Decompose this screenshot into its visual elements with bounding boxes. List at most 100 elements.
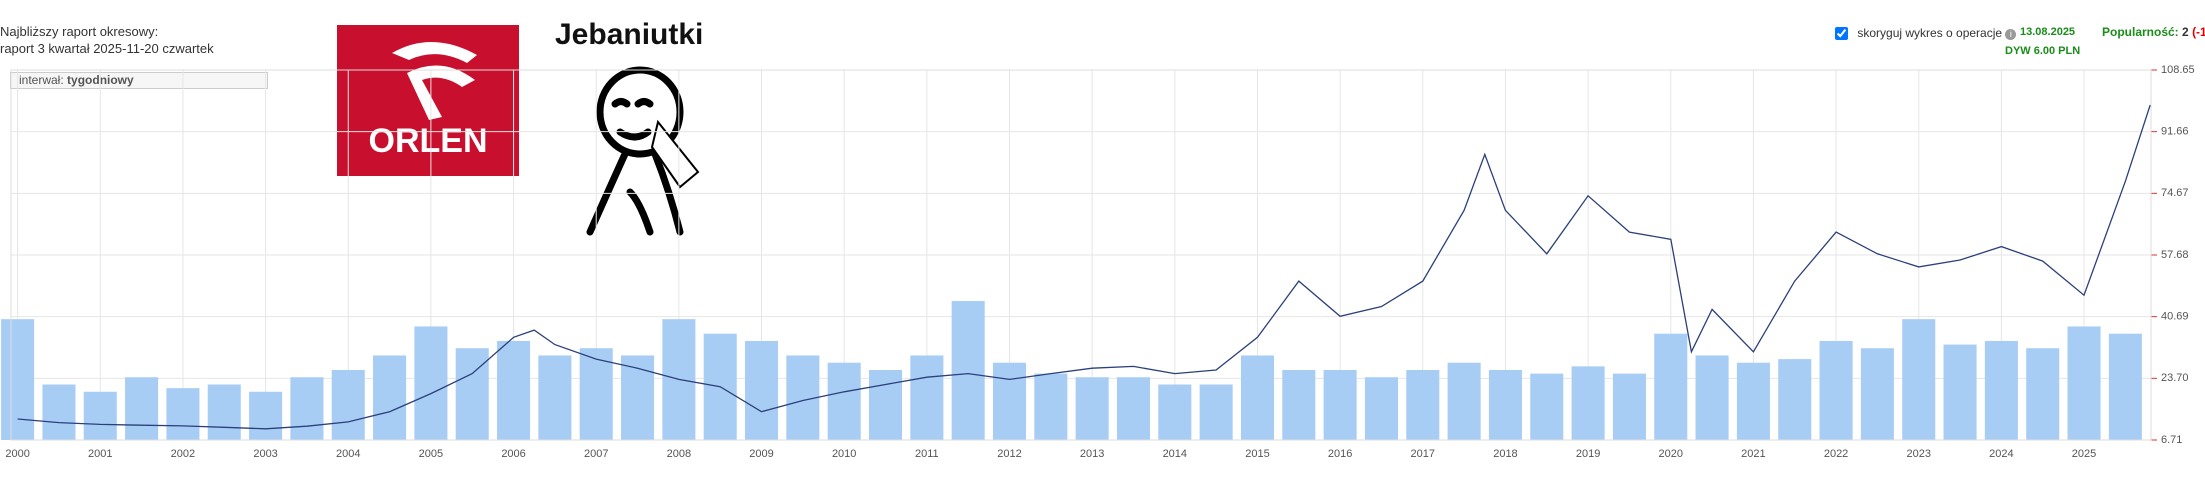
volume-bar <box>290 377 324 440</box>
volume-bar <box>1447 362 1481 440</box>
x-tick-label: 2023 <box>1906 448 1930 460</box>
volume-bar <box>497 340 531 440</box>
volume-bar <box>1034 373 1068 440</box>
x-tick-label: 2000 <box>5 448 29 460</box>
volume-bar <box>249 391 283 440</box>
volume-bar <box>166 388 200 440</box>
volume-bar <box>1860 348 1894 440</box>
x-tick-label: 2007 <box>584 448 608 460</box>
adjust-option[interactable]: skoryguj wykres o operacje i <box>1835 26 2017 41</box>
x-tick-label: 2003 <box>253 448 277 460</box>
x-tick-label: 2010 <box>832 448 856 460</box>
volume-bar <box>1695 355 1729 440</box>
meme-figure <box>586 66 700 236</box>
volume-bar <box>1199 384 1233 440</box>
x-tick-label: 2025 <box>2072 448 2096 460</box>
volume-bar <box>621 355 655 440</box>
volume-bar <box>414 326 448 440</box>
x-tick-label: 2018 <box>1493 448 1517 460</box>
report-value: raport 3 kwartał 2025-11-20 czwartek <box>0 41 214 56</box>
volume-bar <box>207 384 241 440</box>
volume-bar <box>703 333 737 440</box>
x-tick-label: 2002 <box>171 448 195 460</box>
x-tick-label: 2009 <box>749 448 773 460</box>
volume-bar <box>1530 373 1564 440</box>
y-tick-label: 91.66 <box>2161 126 2189 138</box>
adjust-checkbox[interactable] <box>1835 27 1848 41</box>
x-tick-label: 2008 <box>667 448 691 460</box>
volume-bar <box>992 362 1027 440</box>
dividend-date: 13.08.2025 <box>2020 26 2076 38</box>
meme-title: Jebaniutki <box>555 18 704 51</box>
volume-bar <box>125 377 159 440</box>
volume-bar <box>1654 333 1688 440</box>
y-tick-label: 40.69 <box>2161 311 2189 323</box>
x-tick-label: 2021 <box>1741 448 1765 460</box>
volume-bar <box>1736 362 1770 440</box>
x-tick-label: 2001 <box>88 448 112 460</box>
x-tick-label: 2024 <box>1989 448 2013 460</box>
volume-bar <box>83 391 117 440</box>
dividend: DYW 6.00 PLN <box>2005 45 2081 57</box>
volume-bar <box>1612 373 1646 440</box>
volume-bar <box>2108 333 2142 440</box>
adjust-label: skoryguj wykres o operacje <box>1857 26 2003 40</box>
volume-bar <box>1364 377 1398 440</box>
x-tick-label: 2019 <box>1576 448 1600 460</box>
volume-bar <box>662 319 696 440</box>
volume-bar <box>910 355 944 440</box>
report-label: Najbliższy raport okresowy: <box>0 24 159 39</box>
x-tick-label: 2012 <box>997 448 1021 460</box>
volume-bar <box>1819 340 1853 440</box>
volume-bar <box>1571 366 1605 440</box>
x-tick-label: 2017 <box>1411 448 1435 460</box>
popularity-change: (-1) <box>2192 25 2205 39</box>
volume-bar <box>1943 344 1977 440</box>
volume-bar <box>951 301 985 440</box>
volume-bar <box>1406 369 1440 440</box>
volume-bar <box>42 384 76 440</box>
volume-bar <box>786 355 820 440</box>
volume-bar <box>868 369 903 440</box>
popularity-label: Popularność: <box>2102 25 2179 39</box>
x-tick-label: 2005 <box>419 448 443 460</box>
logo-text: ORLEN <box>369 122 488 160</box>
x-tick-label: 2011 <box>915 448 939 460</box>
y-tick-label: 57.68 <box>2161 249 2189 261</box>
volume-bar <box>1 319 35 440</box>
y-tick-label: 23.70 <box>2161 372 2189 384</box>
volume-bar <box>1488 369 1522 440</box>
volume-bar <box>331 369 365 440</box>
volume-bar <box>455 348 489 440</box>
volume-bar <box>1984 340 2018 440</box>
volume-bar <box>1116 377 1151 440</box>
volume-bar <box>744 340 779 440</box>
volume-bar <box>2026 348 2060 440</box>
interval-box[interactable]: interwał: tygodniowy <box>10 72 268 89</box>
info-icon[interactable]: i <box>2005 29 2017 40</box>
x-tick-label: 2020 <box>1659 448 1683 460</box>
volume-bar <box>1282 369 1316 440</box>
orlen-logo: ORLEN <box>337 25 519 176</box>
interval-label: interwał: <box>19 73 64 87</box>
volume-bar <box>1240 355 1275 440</box>
x-tick-label: 2014 <box>1163 448 1187 460</box>
volume-bar <box>1902 319 1936 440</box>
plot-frame <box>10 69 2152 441</box>
volume-bar <box>538 355 572 440</box>
volume-bar <box>579 348 613 440</box>
x-tick-label: 2016 <box>1328 448 1352 460</box>
x-tick-label: 2006 <box>501 448 525 460</box>
y-tick-label: 74.67 <box>2161 187 2189 199</box>
x-tick-label: 2004 <box>336 448 360 460</box>
grid <box>11 69 2151 441</box>
interval-value: tygodniowy <box>67 73 134 87</box>
popularity-value: 2 <box>2182 25 2189 39</box>
x-tick-label: 2022 <box>1824 448 1848 460</box>
y-tick-label: 6.71 <box>2161 434 2182 446</box>
x-tick-label: 2015 <box>1245 448 1269 460</box>
volume-bar <box>1158 384 1192 440</box>
volume-bar <box>373 355 407 440</box>
